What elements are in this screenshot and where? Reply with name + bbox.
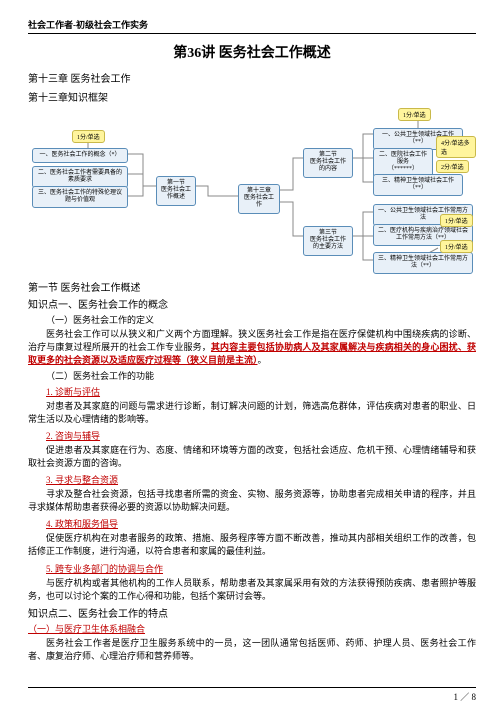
item-1-head-text: 1. 诊断与评估: [46, 387, 100, 397]
item-4-para: 促使医疗机构在对患者服务的政策、措施、服务程序等方面不断改善，推动其内部相关组织…: [28, 532, 476, 558]
section-1-title: 第一节 医务社会工作概述: [28, 279, 476, 294]
item-2-head-text: 2. 咨询与辅导: [46, 431, 100, 441]
subsection-2: （二）医务社会工作的功能: [28, 369, 476, 382]
item-2-para: 促进患者及其家庭在行为、态度、情绪和环境等方面的改变，包括社会适应、危机干预、心…: [28, 444, 476, 470]
page-footer: 1 ／ 8: [28, 687, 476, 703]
node-section-1: 第一节医务社会工作概述: [156, 176, 196, 206]
tag-method-2: 1分/单选: [440, 214, 473, 227]
lesson-title: 第36讲 医务社会工作概述: [28, 42, 476, 62]
item-4-head-text: 4. 政策和服务倡导: [46, 519, 118, 529]
node-left-1: 一、医务社会工作的概念（*）: [32, 148, 128, 163]
page-header: 社会工作者-初级社会工作实务: [28, 18, 476, 34]
para-1c: 。: [258, 355, 267, 365]
tag-right-2: 4分/单选多选: [436, 136, 476, 158]
item-4-head: 4. 政策和服务倡导: [28, 517, 476, 530]
item-3-head-text: 3. 寻求与整合资源: [46, 475, 118, 485]
para-definition: 医务社会工作可以从狭义和广义两个方面理解。狭义医务社会工作是指在医疗保健机构中围…: [28, 328, 476, 367]
item-3-head: 3. 寻求与整合资源: [28, 473, 476, 486]
item-5-para: 与医疗机构或者其他机构的工作人员联系，帮助患者及其家属采用有效的方法获得预防疾病…: [28, 577, 476, 603]
para-3: 医务社会工作者是医疗卫生服务系统中的一员，这一团队通常包括医师、药师、护理人员、…: [28, 637, 476, 663]
knowledge-point-2: 知识点二、医务社会工作的特点: [28, 605, 476, 620]
node-section-3: 第三节医务社会工作的主要方法: [303, 226, 353, 256]
chapter-heading-1: 第十三章 医务社会工作: [28, 70, 476, 85]
node-root: 第十三章医务社会工作: [238, 184, 280, 214]
item-1-para: 对患者及其家庭的问题与需求进行诊断，制订解决问题的计划，筛选高危群体，评估疾病对…: [28, 400, 476, 426]
knowledge-point-1: 知识点一、医务社会工作的概念: [28, 296, 476, 311]
node-left-3: 三、医务社会工作的特殊伦理议题与价值观: [32, 186, 128, 208]
item-2-head: 2. 咨询与辅导: [28, 429, 476, 442]
tag-method-3: 1分/单选: [440, 240, 473, 253]
tag-left-1: 1分/单选: [72, 130, 105, 143]
node-right-3: 三、精神卫生领域社会工作（**）: [373, 174, 463, 196]
item-5-head-text: 5. 跨专业多部门的协调与合作: [46, 564, 163, 574]
knowledge-framework-diagram: 第十三章医务社会工作 第一节医务社会工作概述 一、医务社会工作的概念（*） 1分…: [28, 108, 476, 273]
item-5-head: 5. 跨专业多部门的协调与合作: [28, 562, 476, 575]
item-1-head: 1. 诊断与评估: [28, 385, 476, 398]
item-3-para: 寻求及整合社会资源，包括寻找患者所需的资金、实物、服务资源等，协助患者完成相关申…: [28, 488, 476, 514]
subsection-3-text: （一）与医疗卫生体系相融合: [28, 624, 145, 634]
subsection-1: （一）医务社会工作的定义: [28, 313, 476, 326]
tag-right-3: 2分/单选: [436, 160, 469, 173]
subsection-3: （一）与医疗卫生体系相融合: [28, 622, 476, 635]
node-method-3: 三、精神卫生领域社会工作常用方法（**）: [373, 252, 473, 274]
tag-right-1: 1分/单选: [398, 108, 431, 121]
chapter-heading-2: 第十三章知识框架: [28, 89, 476, 104]
node-section-2: 第二节医务社会工作的内容: [303, 148, 353, 178]
